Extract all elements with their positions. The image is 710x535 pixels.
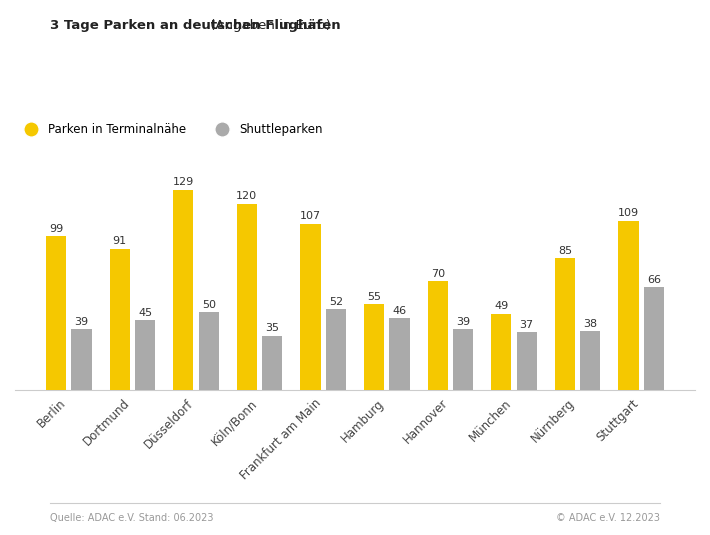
Bar (262, 335, 283, 390)
Bar (135, 320, 155, 390)
Text: 109: 109 (618, 208, 639, 218)
Bar (236, 203, 257, 390)
Text: 70: 70 (431, 269, 444, 279)
Bar (644, 287, 664, 390)
Text: 55: 55 (367, 292, 381, 302)
Bar (364, 304, 384, 390)
Text: 35: 35 (266, 323, 279, 333)
Text: 50: 50 (202, 300, 216, 310)
Text: © ADAC e.V. 12.2023: © ADAC e.V. 12.2023 (557, 513, 660, 523)
Text: 49: 49 (494, 301, 508, 311)
Bar (199, 312, 219, 390)
Bar (517, 332, 537, 390)
Bar (71, 330, 92, 390)
Bar (427, 281, 448, 390)
Bar (46, 236, 66, 390)
Text: 3 Tage Parken an deutschen Flughäfen: 3 Tage Parken an deutschen Flughäfen (50, 19, 340, 32)
Text: 37: 37 (520, 320, 534, 330)
Text: 107: 107 (300, 211, 321, 221)
Bar (389, 318, 410, 390)
Text: 129: 129 (173, 177, 194, 187)
Bar (173, 189, 193, 390)
Bar (326, 309, 346, 390)
Bar (453, 330, 474, 390)
Bar (300, 224, 321, 390)
Text: (Angaben in Euro): (Angaben in Euro) (206, 19, 330, 32)
Bar (491, 314, 511, 390)
Bar (109, 249, 130, 390)
Text: 45: 45 (138, 308, 152, 318)
Bar (580, 331, 601, 390)
Text: 39: 39 (456, 317, 470, 327)
Bar (555, 258, 575, 390)
Text: Quelle: ADAC e.V. Stand: 06.2023: Quelle: ADAC e.V. Stand: 06.2023 (50, 513, 213, 523)
Text: 66: 66 (647, 275, 661, 285)
Legend: Parken in Terminalnähe, Shuttleparken: Parken in Terminalnähe, Shuttleparken (14, 119, 328, 141)
Text: 39: 39 (75, 317, 89, 327)
Text: 99: 99 (49, 224, 63, 234)
Text: 52: 52 (329, 297, 343, 307)
Text: 85: 85 (558, 246, 572, 256)
Bar (618, 220, 639, 390)
Text: 91: 91 (113, 236, 127, 246)
Text: 120: 120 (236, 191, 258, 201)
Text: 38: 38 (583, 318, 597, 328)
Text: 46: 46 (393, 306, 407, 316)
